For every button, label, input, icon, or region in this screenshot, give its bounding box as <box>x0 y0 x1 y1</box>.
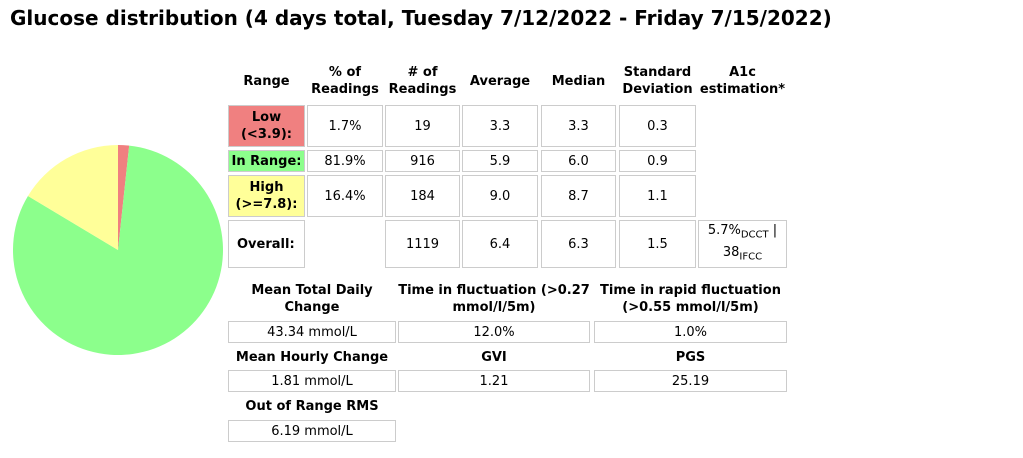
range-label: Overall: <box>237 236 295 252</box>
range-note: (>=7.8): <box>235 197 298 212</box>
stat-label: GVI <box>481 349 507 365</box>
stat-value: 12.0% <box>398 321 590 343</box>
range-label: Low <box>251 110 282 125</box>
column-header: # of Readings <box>388 65 457 97</box>
stat-label: Time in rapid fluctuation (>0.55 mmol/l/… <box>600 283 781 315</box>
column-header: % of Readings <box>311 65 379 97</box>
cell: 1.5 <box>619 220 696 268</box>
pie-slice <box>118 145 130 250</box>
column-header: Median <box>551 73 606 89</box>
cell: 3.3 <box>462 105 538 147</box>
cell: 1.7% <box>307 105 383 147</box>
range-note: (<3.9): <box>240 127 292 142</box>
stat-value: 25.19 <box>594 370 787 392</box>
cell: 6.4 <box>462 220 538 268</box>
range-label: High <box>249 180 284 195</box>
cell: 6.3 <box>541 220 616 268</box>
range-cell: Overall: <box>228 220 305 268</box>
a1c-sep: | <box>768 223 778 239</box>
stat-label: Mean Total Daily Change <box>251 283 373 315</box>
a1c-ifcc: 38 <box>722 245 740 260</box>
a1c-value: 5.7%DCCT | 38IFCC <box>708 222 777 265</box>
cell: 16.4% <box>307 175 383 217</box>
pie-chart <box>12 145 224 355</box>
range-cell: Low (<3.9): <box>228 105 305 147</box>
a1c-dcct: 5.7% <box>707 223 741 239</box>
cell: 81.9% <box>307 150 383 172</box>
cell: 1119 <box>385 220 460 268</box>
a1c-cell: 5.7%DCCT | 38IFCC <box>698 220 787 268</box>
range-cell: High (>=7.8): <box>228 175 305 217</box>
cell: 3.3 <box>541 105 616 147</box>
stat-value: 1.21 <box>398 370 590 392</box>
stat-value: 1.81 mmol/L <box>228 370 396 392</box>
cell: 6.0 <box>541 150 616 172</box>
pie-slice <box>27 145 118 250</box>
range-label: In Range: <box>231 153 302 169</box>
stat-label: Time in fluctuation (>0.27 mmol/l/5m) <box>398 283 590 315</box>
stat-label: PGS <box>675 349 706 365</box>
stat-value: 43.34 mmol/L <box>228 321 396 343</box>
cell: 8.7 <box>541 175 616 217</box>
column-header: Range <box>243 73 290 89</box>
column-header: A1c estimation* <box>699 65 786 97</box>
cell: 5.9 <box>462 150 538 172</box>
stat-label: Out of Range RMS <box>245 398 379 414</box>
stat-label: Mean Hourly Change <box>235 349 389 365</box>
cell: 9.0 <box>462 175 538 217</box>
cell: 0.3 <box>619 105 696 147</box>
cell: 1.1 <box>619 175 696 217</box>
title: Glucose distribution (4 days total, Tues… <box>10 6 832 30</box>
column-header: Standard Deviation <box>622 65 693 97</box>
cell: 916 <box>385 150 460 172</box>
a1c-ifcc-label: IFCC <box>739 251 763 263</box>
stat-value: 1.0% <box>594 321 787 343</box>
column-header: Average <box>469 73 531 89</box>
a1c-dcct-label: DCCT <box>740 230 769 241</box>
cell: 19 <box>385 105 460 147</box>
pie-slice <box>12 145 224 355</box>
range-cell: In Range: <box>228 150 305 172</box>
cell: 184 <box>385 175 460 217</box>
cell: 0.9 <box>619 150 696 172</box>
stat-value: 6.19 mmol/L <box>228 420 396 442</box>
